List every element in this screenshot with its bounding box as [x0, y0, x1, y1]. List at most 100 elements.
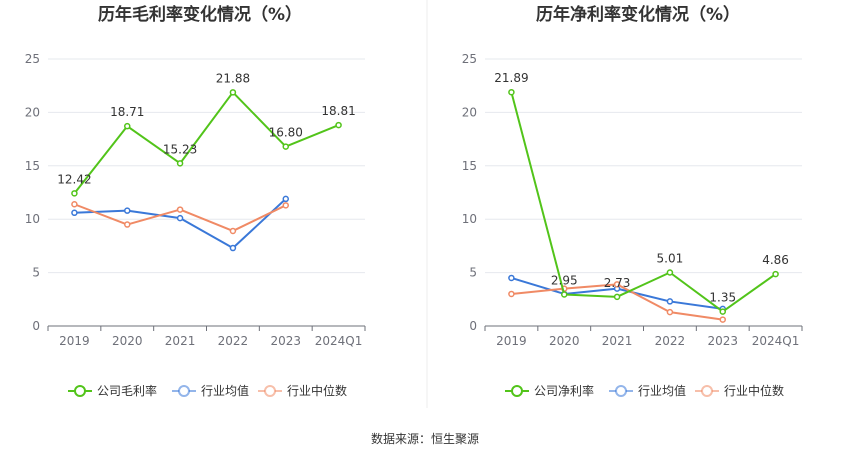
- data-point-company[interactable]: [176, 160, 184, 167]
- data-point-industry_median[interactable]: [719, 316, 726, 323]
- data-point-industry_median[interactable]: [176, 206, 184, 213]
- legend-label: 行业均值: [638, 383, 686, 398]
- legend-swatch-marker: [615, 385, 627, 397]
- gross-margin-chart: 历年毛利率变化情况（%） 0 5 10 15 20 25 2019 2020 2021 2022…: [25, 4, 366, 398]
- data-label: 4.86: [762, 253, 789, 267]
- legend-item-company[interactable]: 公司毛利率: [68, 383, 157, 398]
- data-label: 12.42: [57, 172, 91, 186]
- data-point-company[interactable]: [229, 89, 237, 96]
- series-line-company: [73, 91, 339, 194]
- data-point-company[interactable]: [335, 121, 342, 129]
- data-label: 16.80: [269, 126, 303, 140]
- legend[interactable]: 公司毛利率 行业均值 行业中位数: [68, 383, 347, 398]
- series-line-company: [510, 91, 777, 313]
- x-tick-label: 2023: [707, 334, 738, 348]
- grid-lines: [485, 58, 802, 274]
- data-label: 15.23: [163, 142, 197, 156]
- y-tick-label: 5: [32, 266, 40, 280]
- legend-item-industry_median[interactable]: 行业中位数: [695, 383, 784, 398]
- y-tick-label: 0: [32, 319, 40, 333]
- data-labels: 12.42 18.71 15.23 21.88 16.80 18.81: [57, 71, 356, 186]
- data-point-industry_median[interactable]: [124, 221, 131, 228]
- data-point-industry_avg[interactable]: [176, 214, 184, 222]
- data-label: 2.95: [551, 273, 578, 287]
- chart-title: 历年毛利率变化情况（%）: [98, 4, 302, 25]
- data-point-industry_avg[interactable]: [666, 298, 674, 305]
- data-point-company[interactable]: [719, 308, 726, 315]
- data-point-industry_median[interactable]: [71, 200, 78, 208]
- data-label: 2.73: [604, 276, 631, 290]
- grid-lines: [48, 58, 365, 274]
- data-label: 18.81: [321, 104, 355, 118]
- series-layer: [71, 89, 342, 252]
- data-point-company[interactable]: [508, 88, 515, 96]
- legend-item-industry_median[interactable]: 行业中位数: [258, 383, 347, 398]
- x-tick-label: 2024Q1: [752, 334, 800, 348]
- data-label: 18.71: [110, 105, 144, 119]
- legend-swatch-marker: [701, 385, 713, 397]
- y-tick-label: 15: [462, 159, 477, 173]
- x-tick-label: 2022: [218, 334, 249, 348]
- net-margin-chart: 历年净利率变化情况（%） 0 5 10 15 20 25 2019 2020 2021 2022…: [462, 4, 803, 398]
- data-point-company[interactable]: [282, 143, 289, 150]
- legend-label: 行业均值: [201, 383, 249, 398]
- series-layer: [508, 88, 779, 323]
- data-labels: 21.89 2.95 2.73 5.01 1.35 4.86: [494, 71, 789, 304]
- data-label: 1.35: [709, 291, 736, 305]
- y-tick-label: 20: [462, 105, 477, 119]
- data-point-company[interactable]: [561, 291, 568, 298]
- data-point-industry_median[interactable]: [282, 202, 289, 209]
- y-tick-label: 25: [25, 52, 40, 66]
- y-tick-label: 20: [25, 105, 40, 119]
- x-tick-label: 2020: [549, 334, 580, 348]
- legend-item-industry_avg[interactable]: 行业均值: [172, 383, 249, 398]
- series-line-industry_avg: [74, 198, 287, 250]
- legend-label: 公司净利率: [534, 383, 594, 398]
- source-note: 数据来源：恒生聚源: [371, 431, 479, 446]
- data-point-company[interactable]: [124, 122, 131, 130]
- data-point-industry_median[interactable]: [508, 290, 515, 298]
- legend-label: 公司毛利率: [97, 383, 157, 398]
- data-point-industry_median[interactable]: [229, 227, 237, 235]
- data-point-industry_avg[interactable]: [71, 209, 78, 217]
- chart-title: 历年净利率变化情况（%）: [536, 4, 740, 25]
- x-tick-label: 2020: [112, 334, 143, 348]
- y-tick-label: 25: [462, 52, 477, 66]
- legend-item-company[interactable]: 公司净利率: [505, 383, 594, 398]
- y-tick-label: 0: [469, 319, 477, 333]
- x-axis: 2019 2020 2021 2022 2023 2024Q1: [47, 325, 366, 348]
- data-point-company[interactable]: [71, 190, 78, 197]
- x-tick-label: 2019: [496, 334, 527, 348]
- data-point-industry_median[interactable]: [613, 281, 621, 288]
- y-axis: 0 5 10 15 20 25: [462, 52, 477, 333]
- data-point-industry_avg[interactable]: [508, 274, 515, 282]
- y-tick-label: 10: [25, 212, 40, 226]
- x-axis: 2019 2020 2021 2022 2023 2024Q1: [484, 325, 803, 348]
- data-label: 21.88: [216, 71, 250, 85]
- x-tick-label: 2024Q1: [315, 334, 363, 348]
- x-tick-label: 2019: [59, 334, 90, 348]
- data-label: 21.89: [494, 71, 528, 85]
- data-point-industry_median[interactable]: [666, 308, 674, 316]
- data-label: 5.01: [657, 251, 684, 265]
- x-tick-label: 2021: [602, 334, 633, 348]
- data-point-industry_avg[interactable]: [124, 207, 131, 214]
- data-point-industry_avg[interactable]: [282, 195, 289, 203]
- legend-item-industry_avg[interactable]: 行业均值: [609, 383, 686, 398]
- y-tick-label: 10: [462, 212, 477, 226]
- legend-label: 行业中位数: [724, 383, 784, 398]
- x-tick-label: 2021: [165, 334, 196, 348]
- y-tick-label: 5: [469, 266, 477, 280]
- x-tick-label: 2022: [655, 334, 686, 348]
- y-axis: 0 5 10 15 20 25: [25, 52, 40, 333]
- legend-label: 行业中位数: [287, 383, 347, 398]
- data-point-company[interactable]: [613, 293, 621, 301]
- legend-swatch-marker: [178, 385, 190, 397]
- legend-swatch-marker: [511, 385, 523, 397]
- legend[interactable]: 公司净利率 行业均值 行业中位数: [505, 383, 784, 398]
- data-point-industry_avg[interactable]: [229, 244, 237, 252]
- data-point-company[interactable]: [666, 269, 674, 276]
- data-point-company[interactable]: [772, 270, 779, 278]
- x-tick-label: 2023: [270, 334, 301, 348]
